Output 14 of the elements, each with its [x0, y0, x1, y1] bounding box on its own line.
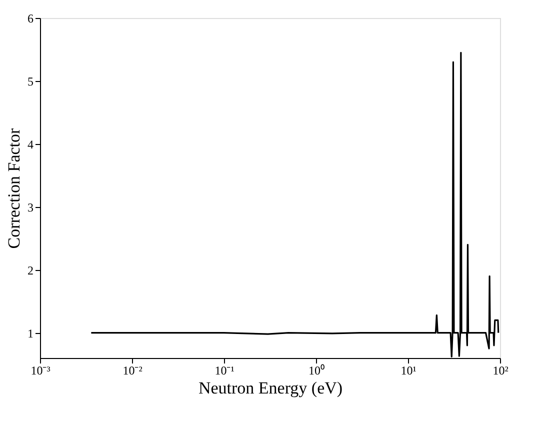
- y-tick-label: 1: [28, 326, 34, 340]
- y-tick-label: 3: [28, 200, 34, 214]
- x-tick-label: 10⁻¹: [214, 364, 235, 378]
- y-tick-label: 5: [28, 74, 34, 88]
- x-tick-label: 10⁻²: [122, 364, 143, 378]
- y-tick-label: 4: [28, 137, 34, 152]
- x-tick-label: 10¹: [400, 364, 417, 378]
- y-tick-label: 2: [28, 263, 34, 278]
- x-axis-title: Neutron Energy (eV): [198, 378, 343, 398]
- y-axis-title: Correction Factor: [4, 128, 24, 249]
- x-tick-label: 10⁻³: [30, 364, 51, 378]
- x-tick-label: 10⁰: [308, 364, 324, 378]
- y-tick-label: 6: [28, 12, 34, 26]
- x-tick-label: 10²: [492, 364, 509, 378]
